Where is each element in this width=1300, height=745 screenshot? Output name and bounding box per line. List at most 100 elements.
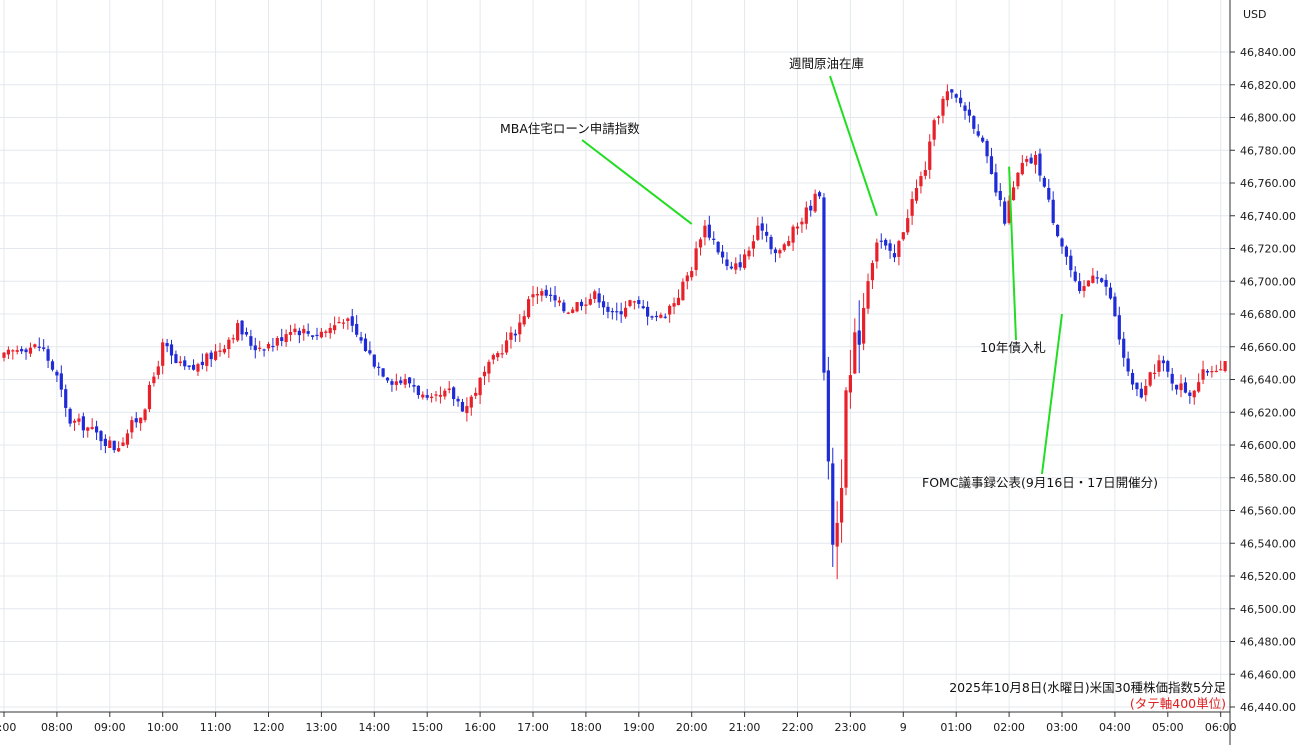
- candle-body: [910, 199, 914, 216]
- candle-body: [588, 298, 592, 305]
- candle-body: [161, 342, 165, 366]
- candle-body: [844, 390, 848, 488]
- x-tick-label: 04:00: [1099, 721, 1131, 734]
- candle-body: [99, 431, 103, 442]
- candle-body: [42, 347, 46, 349]
- candle-body: [205, 353, 209, 366]
- candle-body: [390, 381, 394, 385]
- candle-body: [751, 241, 756, 249]
- candle-body: [831, 463, 835, 545]
- x-tick-label: 21:00: [729, 721, 761, 734]
- candle-body: [1086, 280, 1091, 287]
- candle-body: [914, 188, 919, 201]
- candle-body: [90, 427, 94, 429]
- candle-body: [1126, 358, 1130, 372]
- candle-body: [610, 311, 614, 313]
- candle-body: [452, 387, 456, 400]
- candle-body: [835, 522, 839, 547]
- candle-body: [55, 371, 59, 376]
- candle-body: [681, 281, 685, 301]
- candle-body: [416, 385, 420, 396]
- candle-body: [813, 193, 817, 212]
- candle-body: [121, 442, 125, 446]
- candle-body: [271, 345, 275, 348]
- candle-body: [262, 349, 266, 351]
- candle-body: [103, 438, 107, 447]
- candle-body: [518, 322, 522, 335]
- candle-body: [650, 316, 654, 318]
- candle-body: [284, 334, 288, 343]
- candle-body: [130, 420, 134, 433]
- candle-body: [302, 328, 306, 334]
- x-tick-label: 09:00: [94, 721, 126, 734]
- candle-body: [919, 176, 923, 187]
- candle-body: [703, 225, 707, 238]
- candle-body: [817, 192, 822, 197]
- x-tick-label: 22:00: [782, 721, 814, 734]
- candle-body: [425, 395, 429, 398]
- candle-body: [143, 409, 147, 421]
- candle-body: [346, 318, 350, 321]
- x-tick-label: 05:00: [1152, 721, 1184, 734]
- candle-body: [134, 418, 138, 423]
- candle-body: [646, 306, 650, 317]
- candle-body: [1016, 172, 1020, 187]
- candle-body: [355, 323, 359, 335]
- candle-body: [324, 331, 328, 333]
- candle-body: [20, 349, 24, 352]
- candle-body: [306, 331, 310, 334]
- candle-body: [945, 91, 949, 101]
- candle-body: [791, 226, 795, 243]
- candle-body: [200, 361, 204, 366]
- annotation-label: FOMC議事録公表(9月16日・17日開催分): [922, 475, 1158, 490]
- currency-label: USD: [1243, 8, 1267, 21]
- y-tick-label: 46,600.00: [1240, 439, 1296, 452]
- candle-body: [465, 406, 469, 414]
- y-tick-label: 46,580.00: [1240, 472, 1296, 485]
- candle-body: [540, 291, 544, 296]
- candle-body: [601, 301, 606, 308]
- candle-body: [81, 416, 85, 431]
- candle-body: [1117, 315, 1121, 340]
- candle-body: [879, 240, 883, 242]
- y-tick-label: 46,500.00: [1240, 603, 1296, 616]
- candle-body: [288, 331, 293, 335]
- candle-body: [77, 418, 81, 422]
- candle-body: [513, 333, 517, 336]
- candle-body: [165, 343, 169, 347]
- candle-body: [491, 355, 495, 360]
- candle-body: [769, 236, 773, 250]
- candle-body: [1064, 246, 1069, 257]
- candle-body: [1219, 369, 1223, 371]
- candle-body: [989, 156, 994, 175]
- x-tick-label: 23:00: [835, 721, 867, 734]
- candle-body: [249, 336, 253, 346]
- candle-body: [884, 239, 888, 246]
- candle-body: [209, 352, 213, 360]
- candle-body: [33, 344, 37, 348]
- annotations: MBA住宅ローン申請指数 週間原油在庫 10年債入札 FOMC議事録公表(9月16日・…: [500, 56, 1158, 490]
- candle-body: [1060, 238, 1064, 247]
- candle-body: [725, 259, 729, 266]
- x-tick-label: 17:00: [517, 721, 549, 734]
- y-tick-label: 46,560.00: [1240, 505, 1296, 518]
- candle-body: [597, 293, 601, 303]
- candle-body: [606, 306, 610, 312]
- candle-body: [368, 350, 372, 354]
- candle-body: [637, 300, 641, 304]
- candle-body: [377, 366, 381, 368]
- candle-body: [1020, 162, 1024, 175]
- candle-body: [663, 316, 667, 318]
- candle-body: [632, 301, 636, 303]
- annotation-leader-line: [581, 139, 693, 225]
- candle-body: [64, 389, 68, 408]
- candle-body: [1069, 255, 1073, 271]
- candle-body: [443, 390, 447, 397]
- candle-body: [187, 365, 191, 368]
- candle-body: [196, 364, 200, 372]
- candle-body: [848, 375, 852, 393]
- candle-body: [892, 253, 897, 258]
- candle-body: [526, 299, 531, 318]
- candle-body: [394, 381, 398, 385]
- candle-body: [183, 360, 187, 367]
